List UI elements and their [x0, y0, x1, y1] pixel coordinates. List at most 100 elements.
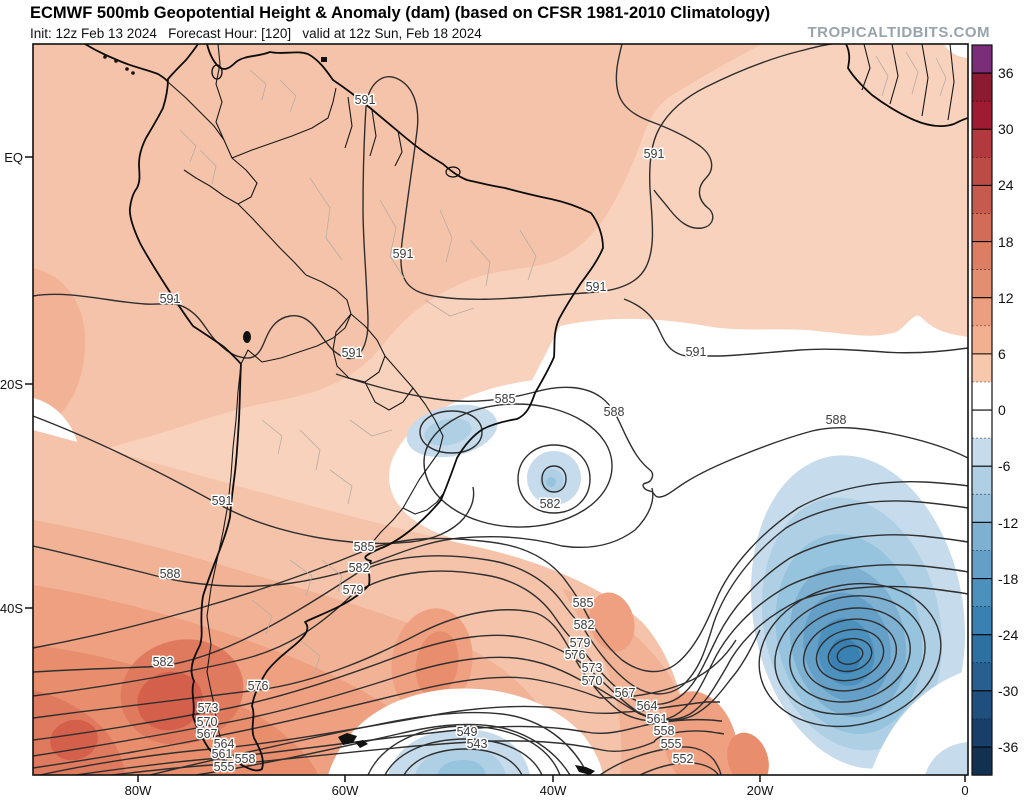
colorbar-segment [972, 325, 992, 355]
colorbar-tick--24: -24 [998, 627, 1018, 643]
colorbar-segment [972, 185, 992, 214]
contour-label-555: 555 [214, 760, 235, 774]
colorbar-segment [972, 157, 992, 186]
contour-label-576: 576 [565, 648, 586, 662]
contour-label-layer: 591 591 591 591 591 591 591 591 588 588 588 585 585 5… [151, 92, 848, 776]
colorbar-frame [971, 44, 993, 776]
contour-label-561: 561 [647, 712, 668, 726]
init-valid-line: Init: 12z Feb 13 2024 Forecast Hour: [12… [30, 26, 482, 41]
contour-label-573: 573 [198, 701, 219, 715]
contour-label-585: 585 [354, 540, 375, 554]
colorbar: 36 30 24 18 12 6 0 -6 -12 -18 -24 -30 -36 [971, 44, 1018, 776]
colorbar-segment [972, 73, 992, 102]
colorbar-tick-24: 24 [998, 177, 1014, 193]
colorbar-segment [972, 690, 992, 720]
contour-591-north [33, 44, 833, 360]
contour-label-558: 558 [235, 752, 256, 766]
contour-591-south [33, 415, 475, 545]
contour-591-loop [615, 44, 714, 229]
south-america-coastline [128, 44, 604, 772]
lat-label-EQ: EQ [4, 150, 23, 165]
colorbar-tick--18: -18 [998, 571, 1018, 587]
colorbar-tick-0: 0 [998, 402, 1006, 418]
lon-label-20W: 20W [747, 783, 774, 798]
contour-label-570: 570 [582, 674, 603, 688]
contour-591-east [696, 347, 968, 357]
colorbar-tick-30: 30 [998, 121, 1014, 137]
lon-label-40W: 40W [540, 783, 567, 798]
colorbar-segment [972, 269, 992, 299]
contour-label-588: 588 [826, 413, 847, 427]
central-america-coastline [84, 44, 169, 83]
contour-label-588: 588 [160, 567, 181, 581]
colorbar-segment [972, 101, 992, 130]
contour-label-585: 585 [573, 596, 594, 610]
contour-588-east [335, 373, 968, 498]
geography-layer [84, 44, 968, 775]
colorbar-tick--36: -36 [998, 739, 1018, 755]
lon-label-60W: 60W [332, 783, 359, 798]
colorbar-segment [972, 438, 992, 467]
contour-label-591: 591 [393, 247, 414, 261]
map-frame [32, 43, 969, 776]
contour-label-591: 591 [644, 147, 665, 161]
colorbar-segment [972, 241, 992, 271]
axis-layer: EQ 20S 40S 80W 60W 40W 20W 0 [0, 150, 969, 798]
colorbar-segment [972, 494, 992, 523]
contour-label-582: 582 [349, 561, 370, 575]
contour-label-558: 558 [654, 724, 675, 738]
colorbar-segment [972, 353, 992, 383]
lon-label-80W: 80W [125, 783, 152, 798]
colorbar-segment [972, 410, 992, 439]
colorbar-segment [972, 662, 992, 692]
colorbar-tick-6: 6 [998, 346, 1006, 362]
colorbar-segment [972, 45, 992, 74]
contour-label-591: 591 [160, 292, 181, 306]
watermark: TROPICALTIDBITS.COM [807, 24, 990, 41]
colorbar-segment [972, 213, 992, 243]
colorbar-tick--6: -6 [998, 458, 1011, 474]
contour-label-552: 552 [673, 752, 694, 766]
contour-label-582: 582 [153, 655, 174, 669]
colorbar-tick--12: -12 [998, 515, 1018, 531]
west-africa-coastline [845, 44, 968, 127]
contour-label-564: 564 [214, 737, 235, 751]
colorbar-tick-36: 36 [998, 65, 1014, 81]
contour-588-south [33, 487, 654, 587]
height-contour-layer [33, 44, 968, 775]
contour-label-591: 591 [212, 494, 233, 508]
contour-label-591: 591 [355, 93, 376, 107]
contour-label-576: 576 [248, 679, 269, 693]
contour-label-549: 549 [457, 725, 478, 739]
contour-label-579: 579 [570, 636, 591, 650]
contour-label-567: 567 [615, 686, 636, 700]
colorbar-segment [972, 381, 992, 411]
contour-label-591: 591 [342, 346, 363, 360]
colorbar-segment [972, 606, 992, 636]
contour-582-ring [517, 444, 591, 514]
colorbar-tick-18: 18 [998, 234, 1014, 250]
contour-label-567: 567 [197, 727, 218, 741]
colorbar-segment [972, 129, 992, 158]
colorbar-segment [972, 634, 992, 664]
lat-label-20S: 20S [0, 377, 23, 392]
contour-label-591: 591 [586, 280, 607, 294]
contour-label-585: 585 [495, 392, 516, 406]
contour-591-finger [623, 298, 697, 357]
contour-label-579: 579 [343, 583, 364, 597]
contour-585-ring [423, 403, 613, 528]
contour-label-573: 573 [582, 661, 603, 675]
colorbar-segment [972, 297, 992, 327]
islands [103, 55, 595, 775]
colorbar-segment [972, 522, 992, 551]
contour-label-570: 570 [197, 715, 218, 729]
contour-label-564: 564 [637, 699, 658, 713]
contour-rings-atlantic-low [758, 582, 942, 728]
colorbar-segment [972, 466, 992, 495]
colorbar-segment [972, 747, 992, 776]
lon-label-0: 0 [961, 783, 968, 798]
contour-label-582: 582 [574, 618, 595, 632]
colorbar-segment [972, 718, 992, 748]
